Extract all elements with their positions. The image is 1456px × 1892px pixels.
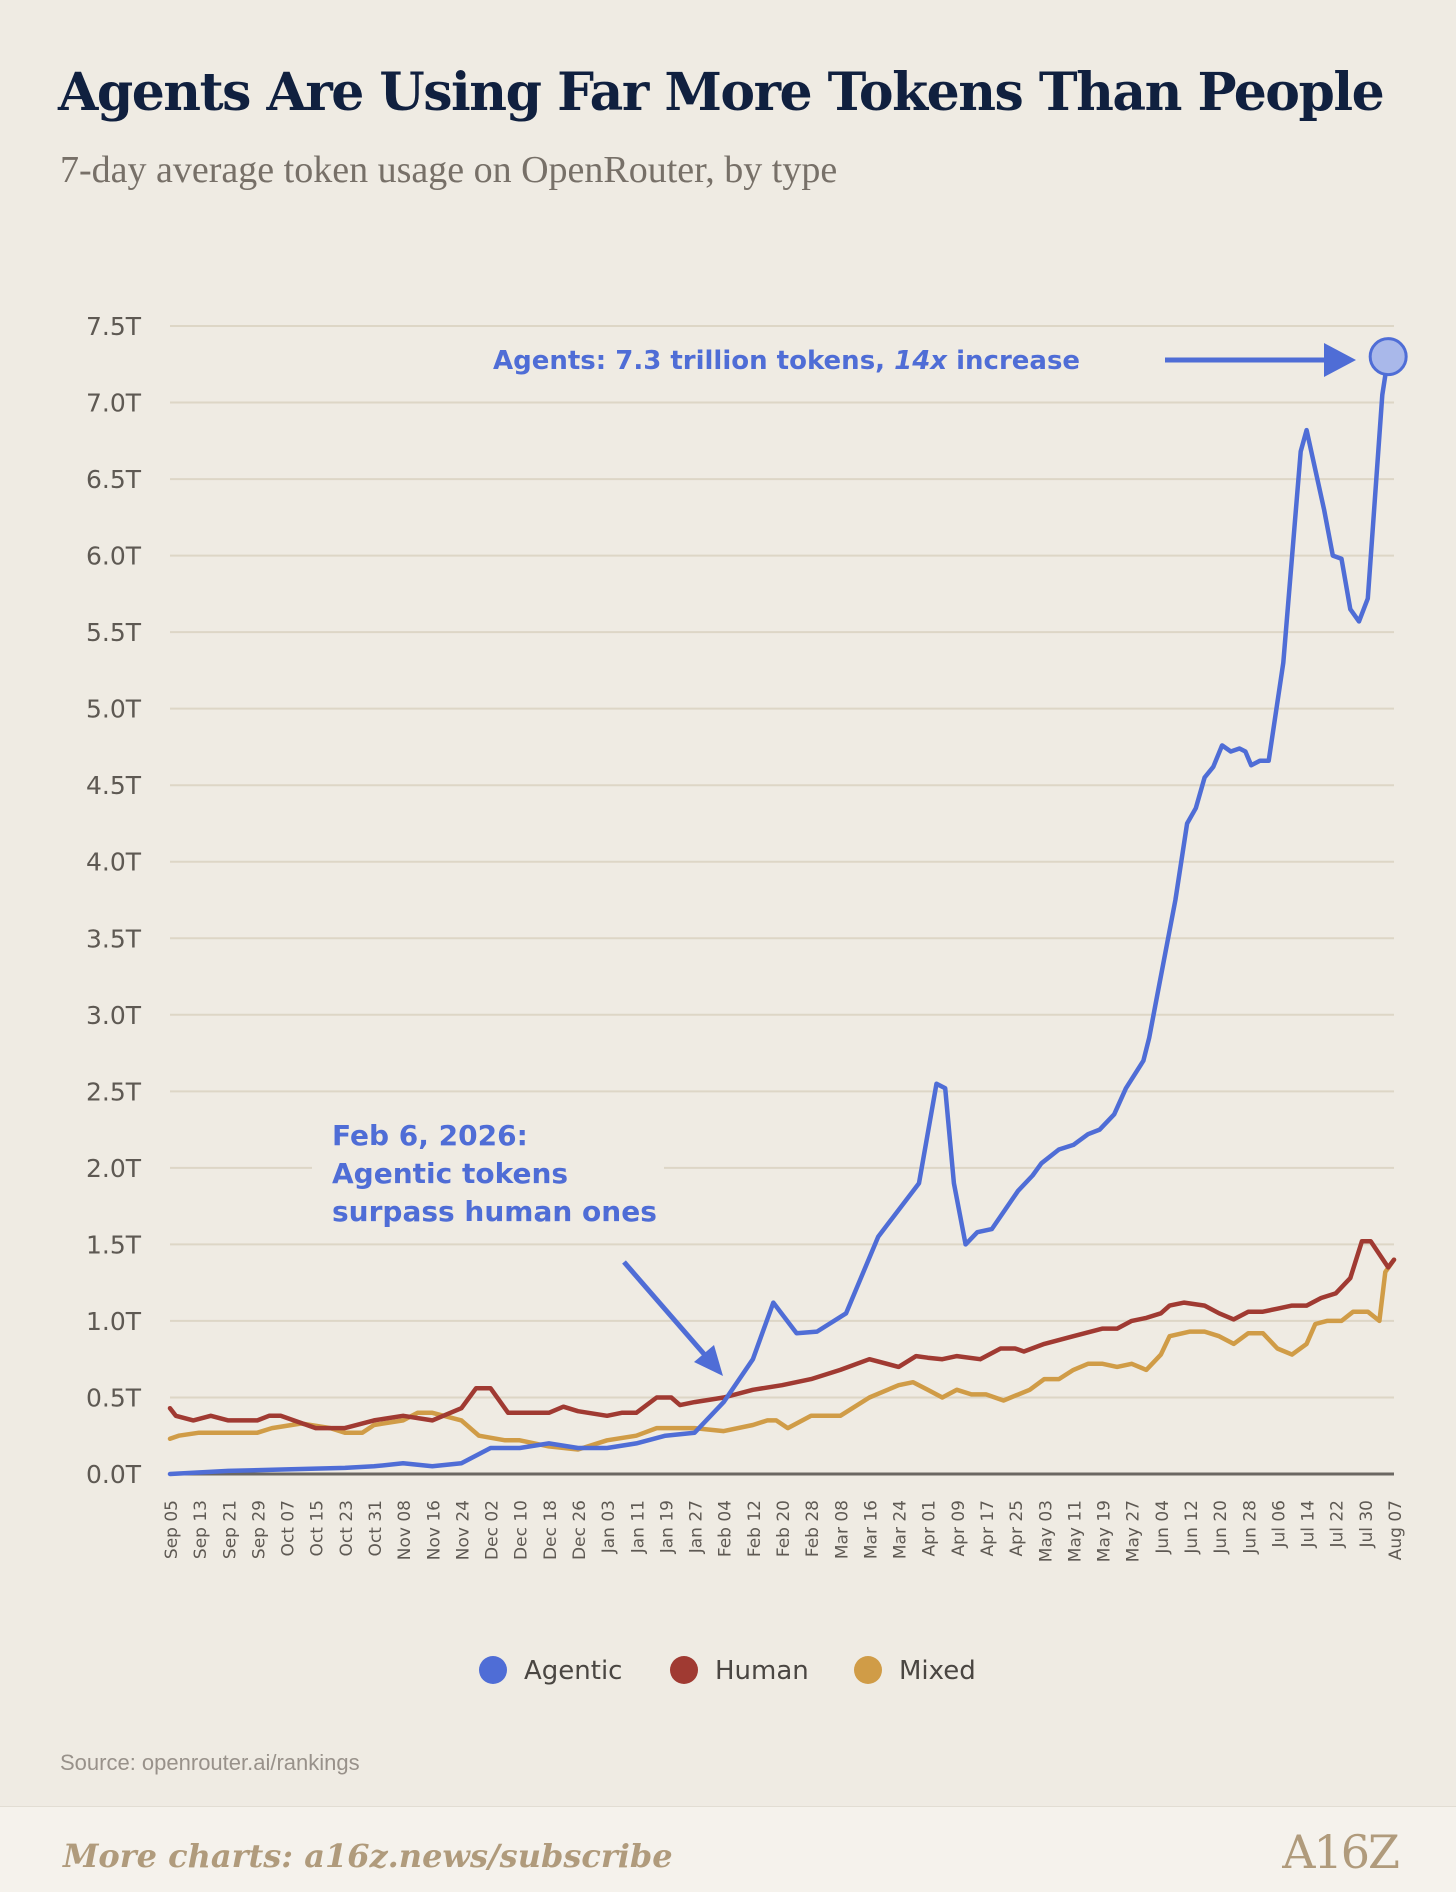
x-tick-label: Jun 12	[1182, 1500, 1202, 1555]
y-tick-label: 4.5T	[86, 771, 142, 800]
x-tick-label: Oct 23	[337, 1500, 357, 1556]
footer-subscribe-link[interactable]: More charts: a16z.news/subscribe	[63, 1837, 673, 1875]
peak-annotation-tail: increase	[947, 346, 1080, 376]
line-chart: 0.0T 0.5T 1.0T 1.5T 2.0T 2.5T 3.0T 3.5T 4.0T 4.5T…	[86, 312, 1408, 1686]
legend-swatch-human	[670, 1656, 698, 1684]
y-tick-label: 2.5T	[86, 1077, 142, 1106]
peak-arrow-head	[1324, 343, 1356, 377]
x-tick-label: Aug 07	[1386, 1500, 1406, 1560]
y-tick-label: 0.0T	[86, 1460, 142, 1489]
chart-subtitle: 7-day average token usage on OpenRouter,…	[60, 149, 838, 191]
x-tick-label: Dec 18	[541, 1500, 561, 1560]
series-line-mixed	[167, 1257, 1397, 1452]
y-tick-label: 7.0T	[86, 389, 142, 418]
legend-label-human: Human	[715, 1656, 809, 1686]
crossover-arrow-head	[694, 1345, 723, 1376]
crossover-arrow-shaft	[622, 1260, 706, 1356]
x-tick-label: Sep 05	[162, 1500, 182, 1559]
footer-bar: More charts: a16z.news/subscribe A16Z	[0, 1806, 1456, 1892]
crossover-arrow	[622, 1260, 723, 1376]
peak-annotation-multiplier: 14x	[894, 346, 948, 376]
y-tick-label: 3.0T	[86, 1001, 142, 1030]
x-axis-labels: Sep 05 Sep 13 Sep 21 Sep 29 Oct 07 Oct 15 Oct …	[162, 1500, 1406, 1562]
x-tick-label: Jul 30	[1357, 1500, 1377, 1549]
y-tick-label: 3.5T	[86, 924, 142, 953]
crossover-annotation-line-3: surpass human ones	[332, 1195, 657, 1228]
y-tick-label: 5.5T	[86, 618, 142, 647]
series-line-agentic	[167, 354, 1391, 1477]
x-tick-label: Apr 01	[920, 1500, 940, 1556]
legend-swatch-mixed	[854, 1656, 882, 1684]
crossover-annotation-line-1: Feb 6, 2026:	[332, 1119, 528, 1152]
x-tick-label: May 03	[1036, 1500, 1056, 1562]
x-tick-label: Dec 02	[483, 1500, 503, 1560]
grid-layer	[170, 325, 1394, 1476]
y-tick-label: 5.0T	[86, 695, 142, 724]
x-tick-label: May 27	[1124, 1500, 1144, 1562]
crossover-annotation-bg	[312, 1103, 664, 1233]
x-tick-label: Jan 11	[628, 1500, 648, 1554]
x-tick-label: Jul 22	[1328, 1500, 1348, 1549]
chart-title: Agents Are Using Far More Tokens Than Pe…	[58, 62, 1385, 123]
y-tick-label: 1.0T	[86, 1307, 142, 1336]
x-tick-label: Feb 20	[774, 1500, 794, 1557]
x-tick-label: Jan 03	[599, 1500, 619, 1554]
x-tick-label: Jan 19	[657, 1500, 677, 1554]
series-line-human	[167, 1239, 1397, 1431]
peak-arrow	[1165, 343, 1356, 377]
legend-swatch-agentic	[479, 1656, 507, 1684]
crossover-annotation-line-2: Agentic tokens	[332, 1157, 568, 1190]
x-tick-label: Mar 08	[832, 1500, 852, 1559]
legend: Agentic Human Mixed	[479, 1656, 976, 1686]
x-tick-label: Jul 06	[1269, 1500, 1289, 1549]
x-tick-label: Mar 16	[861, 1500, 881, 1559]
x-tick-label: Jun 20	[1211, 1500, 1231, 1555]
y-tick-label: 6.5T	[86, 465, 142, 494]
y-tick-label: 6.0T	[86, 542, 142, 571]
x-tick-label: Sep 13	[191, 1500, 211, 1559]
y-axis-labels: 0.0T 0.5T 1.0T 1.5T 2.0T 2.5T 3.0T 3.5T 4.0T 4.5T…	[86, 312, 142, 1489]
y-tick-label: 2.0T	[86, 1154, 142, 1183]
x-tick-label: Sep 29	[249, 1500, 269, 1559]
x-tick-label: May 19	[1095, 1500, 1115, 1562]
x-tick-label: Apr 17	[978, 1500, 998, 1556]
x-tick-label: Jun 28	[1240, 1500, 1260, 1555]
source-note: Source: openrouter.ai/rankings	[60, 1750, 360, 1775]
peak-annotation: Agents: 7.3 trillion tokens, 14x increas…	[493, 346, 1080, 376]
x-tick-label: Nov 24	[453, 1500, 473, 1560]
x-tick-label: Dec 26	[570, 1500, 590, 1560]
x-tick-label: Oct 07	[279, 1500, 299, 1556]
x-tick-label: Oct 31	[366, 1500, 386, 1556]
x-tick-label: Dec 10	[512, 1500, 532, 1560]
y-tick-label: 0.5T	[86, 1383, 142, 1412]
series-layer	[167, 337, 1408, 1477]
peak-point-marker	[1368, 337, 1408, 377]
x-tick-label: Apr 09	[949, 1500, 969, 1556]
y-tick-label: 1.5T	[86, 1230, 142, 1259]
x-tick-label: Feb 12	[745, 1500, 765, 1557]
x-tick-label: May 11	[1065, 1500, 1085, 1562]
x-tick-label: Mar 24	[891, 1500, 911, 1559]
y-tick-label: 7.5T	[86, 312, 142, 341]
peak-annotation-text: Agents: 7.3 trillion tokens,	[493, 346, 894, 376]
x-tick-label: Sep 21	[220, 1500, 240, 1559]
x-tick-label: Feb 28	[803, 1500, 823, 1557]
x-tick-label: Nov 16	[424, 1500, 444, 1560]
x-tick-label: Apr 25	[1007, 1500, 1027, 1556]
x-tick-label: Jun 04	[1153, 1500, 1173, 1555]
x-tick-label: Nov 08	[395, 1500, 415, 1560]
x-tick-label: Oct 15	[308, 1500, 328, 1556]
legend-label-mixed: Mixed	[899, 1656, 976, 1686]
x-tick-label: Jul 14	[1299, 1500, 1319, 1549]
a16z-logo: A16Z	[1282, 1825, 1400, 1879]
x-tick-label: Feb 04	[716, 1500, 736, 1557]
legend-label-agentic: Agentic	[524, 1656, 622, 1686]
x-tick-label: Jan 27	[687, 1500, 707, 1554]
y-tick-label: 4.0T	[86, 848, 142, 877]
